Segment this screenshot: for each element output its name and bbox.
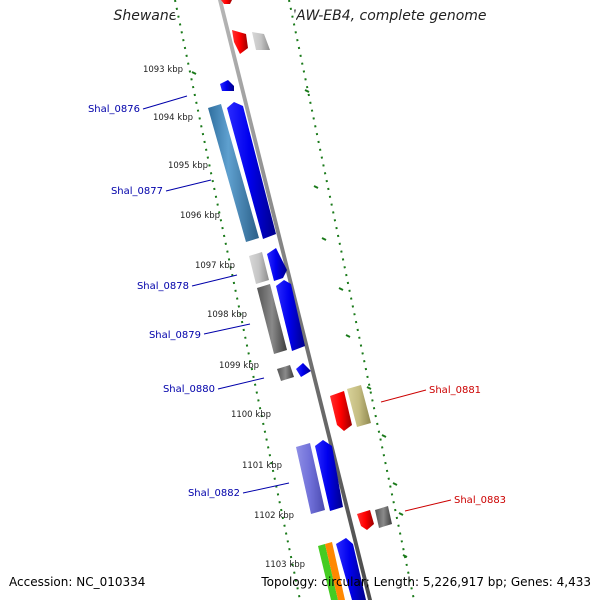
- gene-arrow-shal-0877[interactable]: [208, 104, 259, 242]
- gene-arrow[interactable]: [252, 32, 270, 50]
- gene-arrow[interactable]: [325, 542, 345, 600]
- gene-arrow-shal-0878[interactable]: [249, 252, 269, 284]
- gene-label-shal-0880[interactable]: Shal_0880: [163, 384, 215, 395]
- gene-arrow[interactable]: [336, 538, 366, 600]
- gene-arrow[interactable]: [318, 544, 338, 600]
- topology-text: Topology: circular; Length: 5,226,917 bp…: [261, 575, 591, 589]
- gene-arrow-shal-0883[interactable]: [357, 510, 374, 530]
- gene-label-shal-0883[interactable]: Shal_0883: [454, 495, 506, 506]
- label-leaders: [142, 95, 452, 512]
- gene-arrow-shal-0879[interactable]: [257, 284, 287, 354]
- kbp-label: 1098 kbp: [207, 310, 247, 320]
- kbp-label: 1100 kbp: [231, 410, 271, 420]
- gene-label-shal-0877[interactable]: Shal_0877: [111, 186, 163, 197]
- gene-arrow-shal-0881[interactable]: [330, 391, 352, 431]
- gene-arrow-shal-0876[interactable]: [220, 80, 234, 91]
- gene-arrow[interactable]: [347, 385, 371, 427]
- gene-features: [208, 0, 392, 600]
- kbp-label: 1103 kbp: [265, 560, 305, 570]
- gene-arrow[interactable]: [232, 30, 248, 54]
- gene-arrow[interactable]: [375, 506, 392, 528]
- gene-label-shal-0879[interactable]: Shal_0879: [149, 330, 201, 341]
- gene-label-shal-0876[interactable]: Shal_0876: [88, 104, 140, 115]
- kbp-label: 1099 kbp: [219, 361, 259, 371]
- kbp-label: 1096 kbp: [180, 211, 220, 221]
- kbp-scale: 1093 kbp 1094 kbp 1095 kbp 1096 kbp 1097…: [143, 65, 305, 570]
- gene-arrow[interactable]: [276, 280, 305, 351]
- gene-arrow[interactable]: [315, 440, 343, 511]
- gene-label-shal-0882[interactable]: Shal_0882: [188, 488, 240, 499]
- kbp-label: 1101 kbp: [242, 461, 282, 471]
- gene-label-shal-0878[interactable]: Shal_0878: [137, 281, 189, 292]
- kbp-label: 1102 kbp: [254, 511, 294, 521]
- gene-label-shal-0881[interactable]: Shal_0881: [429, 385, 481, 396]
- gene-arrow[interactable]: [227, 102, 276, 239]
- major-ticks: [191, 71, 408, 558]
- gene-arrow-shal-0880[interactable]: [277, 365, 294, 381]
- kbp-label: 1097 kbp: [195, 261, 235, 271]
- gene-arrow[interactable]: [267, 248, 287, 281]
- accession-text: Accession: NC_010334: [9, 575, 146, 589]
- gene-arrow-shal-0882[interactable]: [296, 443, 325, 514]
- kbp-label: 1095 kbp: [168, 161, 208, 171]
- gene-arrow[interactable]: [221, 0, 232, 4]
- gene-labels: Shal_0876 Shal_0877 Shal_0878 Shal_0879 …: [88, 104, 506, 506]
- kbp-label: 1094 kbp: [153, 113, 193, 123]
- gene-arrow[interactable]: [296, 363, 311, 377]
- kbp-label: 1093 kbp: [143, 65, 183, 75]
- genome-backbone: [218, 0, 372, 600]
